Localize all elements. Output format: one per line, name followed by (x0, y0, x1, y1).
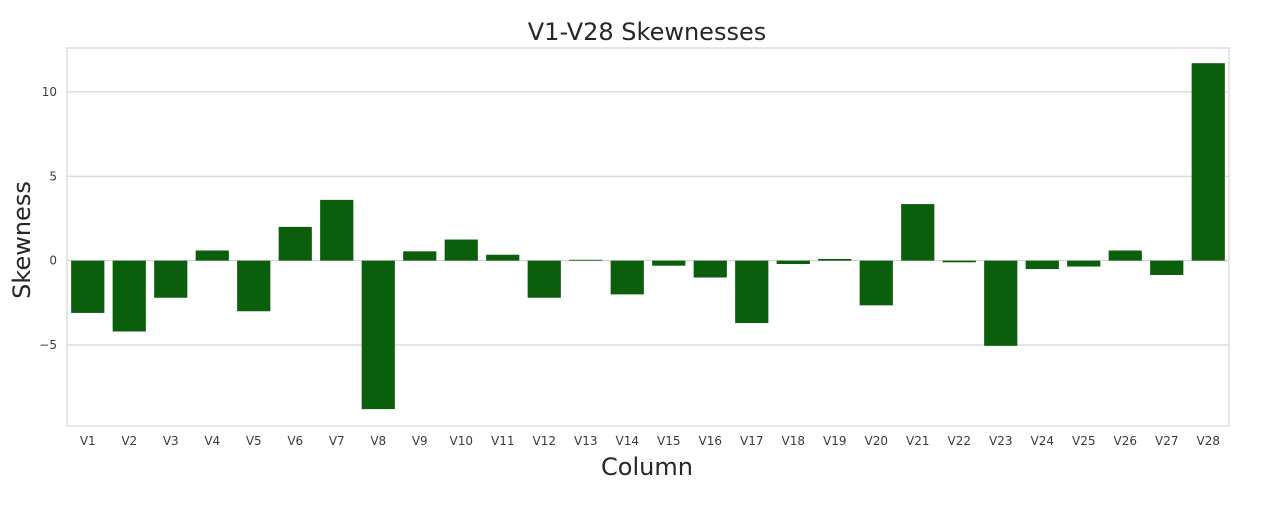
bar-v2 (112, 260, 146, 332)
bar-v25 (1067, 260, 1101, 267)
bar-v20 (859, 260, 893, 306)
x-tick-label: V3 (163, 434, 179, 448)
y-tick-label: −5 (39, 338, 57, 352)
x-tick-label: V28 (1197, 434, 1220, 448)
bar-v15 (652, 260, 686, 266)
x-tick-label: V19 (823, 434, 846, 448)
x-tick-label: V12 (533, 434, 556, 448)
bar-v14 (610, 260, 644, 295)
plot-frame (66, 47, 1230, 427)
x-tick-label: V15 (657, 434, 680, 448)
bar-v22 (942, 260, 976, 263)
x-tick-label: V21 (906, 434, 929, 448)
bar-v17 (735, 260, 769, 324)
y-tick-label: 10 (42, 85, 57, 99)
bar-v7 (320, 199, 354, 261)
y-axis-label: Skewness (8, 181, 36, 299)
bar-v18 (776, 260, 810, 264)
x-tick-label: V25 (1072, 434, 1095, 448)
y-tick-label: 5 (49, 169, 57, 183)
x-axis-label: Column (601, 453, 693, 481)
x-tick-label: V5 (246, 434, 262, 448)
x-tick-label: V7 (329, 434, 345, 448)
y-axis-ticks: −5 0 5 10 (39, 85, 57, 352)
bar-v1 (71, 260, 105, 313)
bar-v27 (1150, 260, 1184, 275)
bar-v11 (486, 254, 520, 261)
bar-v3 (154, 260, 188, 298)
bar-v13 (569, 259, 603, 261)
x-tick-label: V26 (1114, 434, 1137, 448)
x-tick-label: V16 (699, 434, 722, 448)
x-tick-label: V22 (948, 434, 971, 448)
x-tick-label: V27 (1155, 434, 1178, 448)
bar-v26 (1108, 250, 1142, 261)
bar-v16 (693, 260, 727, 278)
bars-layer (71, 63, 1225, 410)
bar-v21 (901, 204, 935, 261)
x-tick-label: V8 (370, 434, 386, 448)
bar-v5 (237, 260, 271, 312)
x-tick-label: V13 (574, 434, 597, 448)
bar-v28 (1191, 63, 1225, 261)
bar-v9 (403, 251, 437, 261)
x-tick-label: V6 (287, 434, 303, 448)
x-axis-ticks: V1 V2 V3 V4 V5 V6 V7 V8 V9 V10 V11 V12 V13 V14 V15 V16 V… (80, 434, 1220, 448)
chart-title: V1-V28 Skewnesses (528, 18, 766, 46)
bar-v24 (1025, 260, 1059, 270)
bar-v4 (195, 250, 229, 261)
bar-v8 (361, 260, 395, 410)
x-tick-label: V1 (80, 434, 96, 448)
x-tick-label: V9 (412, 434, 428, 448)
bar-v10 (444, 239, 478, 261)
x-tick-label: V23 (989, 434, 1012, 448)
x-tick-label: V14 (616, 434, 639, 448)
x-tick-label: V18 (782, 434, 805, 448)
x-tick-label: V11 (491, 434, 514, 448)
x-tick-label: V17 (740, 434, 763, 448)
x-tick-label: V20 (865, 434, 888, 448)
bar-v19 (818, 258, 852, 261)
x-tick-label: V24 (1031, 434, 1054, 448)
x-tick-label: V2 (121, 434, 137, 448)
x-tick-label: V4 (204, 434, 220, 448)
y-tick-label: 0 (49, 254, 57, 268)
bar-v23 (984, 260, 1018, 346)
bar-v6 (278, 226, 312, 261)
bar-v12 (527, 260, 561, 298)
x-tick-label: V10 (450, 434, 473, 448)
